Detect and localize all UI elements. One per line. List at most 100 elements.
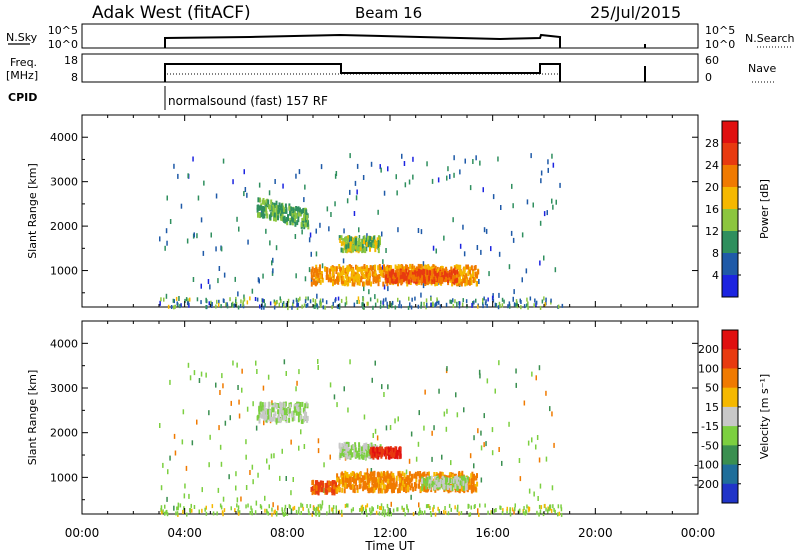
echo-speckle	[210, 232, 212, 238]
echo-cell	[257, 204, 260, 210]
echo-speckle	[228, 474, 230, 480]
echo-speckle	[244, 187, 247, 192]
ground-echo	[450, 507, 452, 512]
echo-speckle	[531, 437, 533, 443]
ground-echo	[436, 297, 438, 302]
echo-cell	[351, 471, 354, 476]
echo-speckle	[232, 179, 234, 185]
ground-echo	[539, 509, 542, 514]
echo-cell	[457, 472, 460, 478]
echo-cell	[423, 477, 425, 483]
x-tick-label: 00:00	[65, 526, 100, 540]
echo-speckle	[362, 175, 365, 180]
ground-echo	[509, 512, 512, 517]
echo-cell	[376, 482, 379, 488]
echo-speckle	[187, 173, 189, 179]
echo-cell	[385, 472, 388, 477]
echo-speckle	[473, 435, 475, 441]
ground-echo	[362, 506, 365, 511]
echo-speckle	[472, 159, 474, 164]
echo-speckle	[218, 425, 220, 431]
echo-cell	[380, 266, 382, 272]
ground-echo	[385, 297, 387, 302]
echo-speckle	[335, 171, 338, 176]
echo-speckle	[363, 414, 366, 420]
ground-echo	[163, 297, 165, 302]
echo-speckle	[353, 211, 356, 216]
ground-echo	[380, 503, 383, 508]
echo-cell	[381, 272, 384, 278]
echo-speckle	[530, 153, 532, 159]
ground-echo	[306, 504, 308, 508]
echo-cell	[258, 405, 261, 411]
ground-echo	[307, 508, 310, 513]
echo-cell	[456, 277, 459, 283]
echo-cell	[387, 271, 390, 277]
echo-cell	[473, 265, 476, 271]
echo-speckle	[294, 234, 297, 239]
ground-echo	[528, 508, 530, 513]
echo-speckle	[459, 243, 462, 249]
echo-cell	[358, 280, 361, 286]
echo-cell	[301, 401, 304, 407]
echo-cell	[364, 268, 367, 274]
ground-echo	[554, 509, 556, 514]
echo-cell	[360, 446, 363, 452]
echo-cell	[262, 209, 265, 215]
echo-cell	[356, 474, 359, 480]
echo-cell	[353, 452, 356, 458]
echo-cell	[421, 485, 424, 491]
freq-unit-label: [MHz]	[6, 69, 38, 82]
echo-cell	[331, 271, 334, 276]
ground-echo	[267, 511, 270, 516]
ground-echo	[198, 509, 200, 514]
echo-speckle	[464, 158, 466, 164]
echo-cell	[291, 412, 294, 418]
echo-speckle	[358, 227, 360, 233]
echo-speckle	[380, 167, 382, 173]
echo-cell	[448, 472, 451, 478]
echo-cell	[340, 273, 343, 279]
echo-cell	[378, 472, 381, 478]
echo-cell	[285, 217, 288, 222]
echo-speckle	[500, 205, 502, 210]
echo-cell	[318, 484, 321, 490]
ground-echo	[301, 304, 303, 309]
echo-cell	[382, 476, 385, 482]
echo-cell	[357, 240, 360, 246]
echo-cell	[353, 243, 356, 249]
echo-speckle	[491, 295, 494, 301]
ground-echo	[234, 508, 236, 513]
echo-cell	[354, 447, 357, 453]
echo-cell	[311, 485, 314, 491]
echo-speckle	[296, 206, 299, 212]
ground-echo	[173, 305, 175, 310]
echo-cell	[267, 409, 269, 415]
echo-cell	[367, 479, 369, 485]
echo-cell	[469, 273, 472, 279]
ground-echo	[205, 505, 207, 510]
echo-cell	[342, 248, 345, 254]
echo-cell	[428, 471, 430, 477]
echo-cell	[472, 479, 475, 485]
echo-cell	[373, 272, 376, 278]
echo-cell	[267, 401, 270, 407]
echo-speckle	[519, 476, 522, 482]
echo-cell	[376, 448, 379, 453]
echo-cell	[261, 410, 264, 416]
echo-speckle	[347, 407, 349, 413]
echo-cell	[312, 272, 315, 278]
echo-cell	[388, 474, 390, 480]
echo-cell	[382, 448, 385, 454]
echo-cell	[284, 203, 287, 209]
echo-cell	[351, 452, 354, 458]
echo-cell	[448, 475, 451, 481]
echo-cell	[454, 487, 457, 493]
echo-cell	[465, 264, 468, 270]
echo-cell	[411, 272, 414, 277]
echo-cell	[338, 273, 341, 279]
echo-cell	[475, 281, 478, 287]
echo-cell	[291, 416, 294, 422]
station-title: Adak West (fitACF)	[92, 3, 251, 23]
